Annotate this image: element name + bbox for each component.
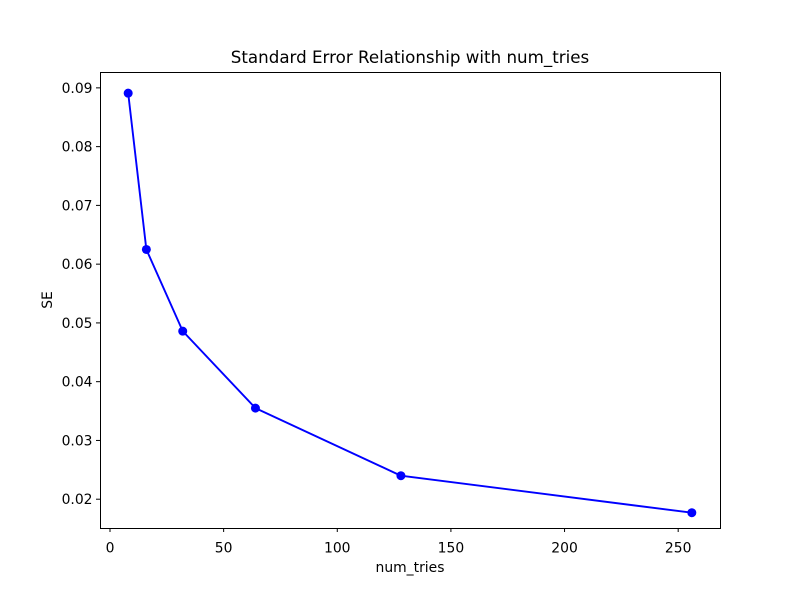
- plot-frame: [100, 72, 721, 529]
- y-tick-label: 0.07: [62, 198, 93, 214]
- data-point: [178, 326, 188, 336]
- data-point: [141, 244, 151, 254]
- y-tick-label: 0.04: [62, 375, 93, 391]
- y-tick-label: 0.05: [62, 316, 93, 332]
- data-point: [123, 88, 133, 98]
- x-tick-label: 50: [215, 541, 233, 557]
- data-point: [396, 471, 406, 481]
- y-tick-label: 0.02: [62, 492, 93, 508]
- x-tick-label: 150: [438, 541, 465, 557]
- x-tick-label: 200: [551, 541, 578, 557]
- y-tick-label: 0.06: [62, 257, 93, 273]
- x-axis-label: num_tries: [375, 560, 445, 576]
- x-tick-label: 0: [106, 541, 115, 557]
- chart-title: Standard Error Relationship with num_tri…: [230, 47, 590, 67]
- y-tick-label: 0.09: [62, 81, 93, 97]
- y-axis-label: SE: [40, 291, 56, 309]
- data-line: [127, 93, 692, 514]
- y-tick-label: 0.08: [62, 140, 93, 156]
- x-tick-label: 250: [665, 541, 692, 557]
- data-point: [250, 403, 260, 413]
- x-tick-label: 100: [324, 541, 351, 557]
- y-tick-label: 0.03: [62, 433, 93, 449]
- data-point: [687, 508, 697, 518]
